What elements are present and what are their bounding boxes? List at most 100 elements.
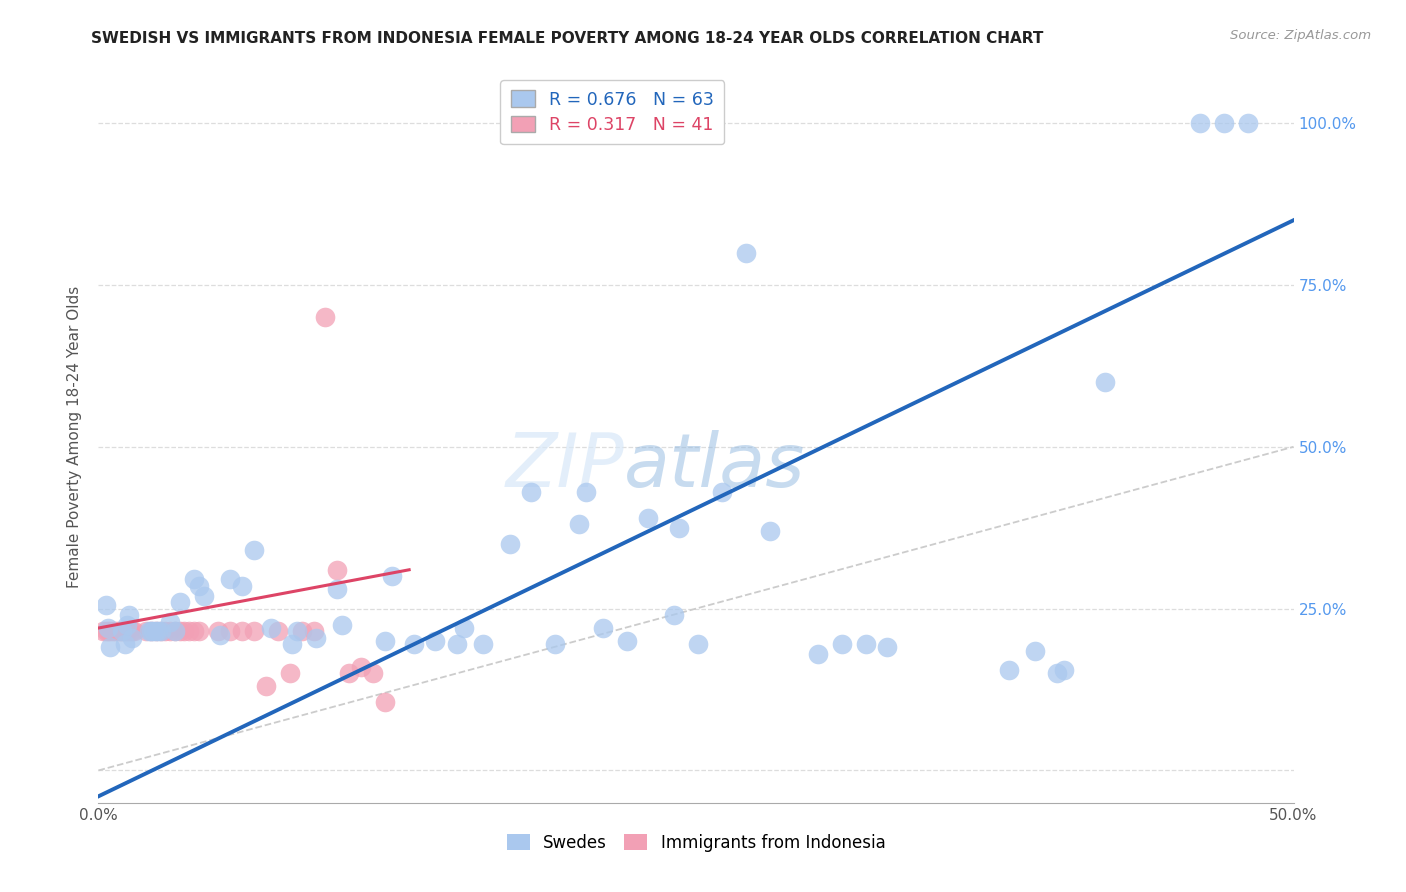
Point <box>305 631 328 645</box>
Point <box>187 579 209 593</box>
Point <box>278 666 301 681</box>
Point <box>108 624 131 639</box>
Point <box>281 637 304 651</box>
Point <box>363 666 385 681</box>
Point <box>243 624 266 639</box>
Point <box>285 624 308 639</box>
Point <box>163 624 186 639</box>
Point <box>381 569 404 583</box>
Text: ZIP: ZIP <box>506 430 624 502</box>
Point <box>998 663 1021 677</box>
Point <box>259 621 281 635</box>
Point <box>446 637 468 651</box>
Point <box>568 517 591 532</box>
Point <box>520 485 543 500</box>
Point <box>114 637 136 651</box>
Point <box>374 696 396 710</box>
Point <box>302 624 325 639</box>
Point <box>326 582 349 597</box>
Point <box>145 624 167 639</box>
Point <box>374 634 396 648</box>
Point <box>616 634 638 648</box>
Point <box>94 599 117 613</box>
Point <box>219 624 242 639</box>
Y-axis label: Female Poverty Among 18-24 Year Olds: Female Poverty Among 18-24 Year Olds <box>67 286 83 588</box>
Point <box>91 624 114 639</box>
Point <box>187 624 209 639</box>
Point <box>855 637 877 651</box>
Point <box>291 624 314 639</box>
Point <box>453 621 475 635</box>
Text: Source: ZipAtlas.com: Source: ZipAtlas.com <box>1230 29 1371 42</box>
Point <box>1024 643 1046 657</box>
Point <box>326 563 349 577</box>
Point <box>637 511 659 525</box>
Point <box>207 624 229 639</box>
Point <box>592 621 614 635</box>
Point <box>402 637 425 651</box>
Point <box>163 624 186 639</box>
Point <box>1237 116 1260 130</box>
Point <box>807 647 830 661</box>
Point <box>231 624 253 639</box>
Point <box>575 485 598 500</box>
Point <box>173 624 195 639</box>
Point <box>1213 116 1236 130</box>
Point <box>498 537 520 551</box>
Point <box>169 595 191 609</box>
Point <box>183 624 205 639</box>
Point <box>544 637 567 651</box>
Point <box>115 617 138 632</box>
Point <box>121 631 143 645</box>
Point <box>139 624 162 639</box>
Point <box>115 624 138 639</box>
Point <box>219 573 242 587</box>
Point <box>149 624 172 639</box>
Point <box>183 573 205 587</box>
Point <box>149 624 172 639</box>
Point <box>145 624 167 639</box>
Point <box>118 624 141 639</box>
Point <box>107 624 129 639</box>
Point <box>142 624 165 639</box>
Point <box>668 521 690 535</box>
Point <box>111 624 134 639</box>
Point <box>179 624 201 639</box>
Point <box>98 624 122 639</box>
Point <box>664 608 686 623</box>
Point <box>97 621 120 635</box>
Point <box>267 624 290 639</box>
Point <box>876 640 898 655</box>
Point <box>254 679 277 693</box>
Point <box>104 624 127 639</box>
Point <box>138 624 160 639</box>
Point <box>1189 116 1212 130</box>
Point <box>97 624 120 639</box>
Point <box>350 660 373 674</box>
Point <box>139 624 162 639</box>
Legend: Swedes, Immigrants from Indonesia: Swedes, Immigrants from Indonesia <box>498 826 894 860</box>
Point <box>425 634 447 648</box>
Point <box>231 579 253 593</box>
Point <box>159 624 181 639</box>
Point <box>101 624 124 639</box>
Point <box>121 624 143 639</box>
Point <box>831 637 853 651</box>
Point <box>124 624 146 639</box>
Point <box>159 615 181 629</box>
Point <box>759 524 782 538</box>
Point <box>711 485 734 500</box>
Point <box>193 589 215 603</box>
Text: atlas: atlas <box>624 430 806 502</box>
Point <box>94 624 117 639</box>
Point <box>688 637 710 651</box>
Point <box>98 640 122 655</box>
Point <box>472 637 495 651</box>
Point <box>118 608 141 623</box>
Point <box>148 624 170 639</box>
Point <box>169 624 191 639</box>
Point <box>209 627 232 641</box>
Point <box>1094 375 1116 389</box>
Point <box>135 624 157 639</box>
Point <box>315 310 337 325</box>
